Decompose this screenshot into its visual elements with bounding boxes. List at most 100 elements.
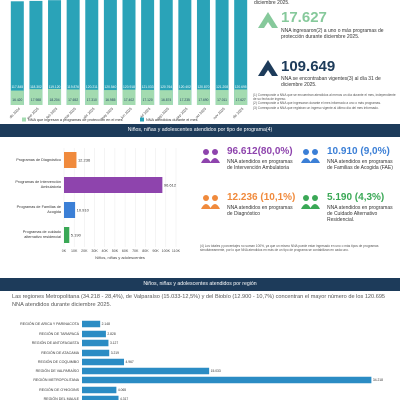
value-label: 18.204 (49, 98, 59, 102)
value-label: 120.211 (86, 85, 98, 89)
bar (141, 89, 155, 105)
value-label: 120.764 (160, 85, 172, 89)
stat-text: NNA atendidos en programas de Intervenci… (227, 159, 293, 171)
person-icon (201, 158, 211, 163)
bar (48, 88, 62, 105)
bar (122, 0, 136, 105)
notes: (1) Corresponde a NNA que se encuentran … (253, 93, 398, 110)
stat-value: 109.649 (281, 58, 336, 75)
bar (82, 376, 372, 384)
person-icon (203, 195, 209, 201)
person-icon (312, 195, 318, 201)
value-label: 117.845 (11, 85, 23, 89)
value-label: 120.402 (179, 85, 191, 89)
value-label: 2.148 (102, 322, 110, 326)
category-label: REGIÓN DE TARAPACÁ (39, 331, 79, 336)
bar (103, 90, 117, 105)
note: (2) Corresponde a NNA que ingresaron dur… (253, 101, 381, 106)
category-label: Programas de Diagnóstico (16, 157, 61, 162)
bar (234, 89, 248, 105)
value-label: 17.235 (180, 98, 190, 102)
value-label: 118.302 (30, 85, 42, 89)
value-label: 121.033 (142, 85, 154, 89)
bar (122, 89, 136, 105)
x-tick-label: 100K (162, 249, 171, 253)
bar (85, 89, 99, 105)
value-label: 17.652 (68, 98, 78, 102)
category-label: REGIÓN DE O'HIGGINS (39, 387, 79, 392)
bar (159, 90, 173, 105)
value-label: 119.120 (49, 85, 61, 89)
x-tick-label: 20K (81, 249, 88, 253)
note: (1) Corresponde a NNA que se encuentran … (253, 93, 396, 102)
value-label: 15.033 (211, 369, 221, 373)
bar (82, 349, 110, 357)
value-label: 17.011 (217, 98, 227, 102)
bar (29, 0, 43, 105)
value-label: 17.310 (87, 98, 97, 102)
bar (82, 386, 117, 394)
stat-value: 10.910 (9,0%) (327, 146, 390, 157)
category-label: Programas de Intervención Ambulatoria (15, 180, 61, 189)
bar (66, 89, 80, 105)
value-label: 34.218 (373, 378, 383, 382)
value-label: 17.988 (31, 98, 41, 102)
bar (234, 0, 248, 106)
x-tick-label: 10K (71, 249, 78, 253)
value-label: 4.967 (126, 360, 134, 364)
bar (85, 0, 99, 106)
person-icon (212, 195, 218, 201)
bar (196, 0, 210, 106)
category-label: REGIÓN DE COQUIMBO (37, 359, 79, 364)
bar (82, 330, 106, 338)
stat-value: 17.627 (281, 9, 327, 26)
stat-text: NNA atendidos en programas de Familias d… (327, 159, 393, 171)
value-label: 17.627 (236, 98, 246, 102)
value-label: 120.870 (198, 85, 210, 89)
bar (103, 0, 117, 106)
x-tick-label: 40K (102, 249, 109, 253)
category-label: REGIÓN DE ARICA Y PARINACOTA (20, 321, 79, 326)
arrow-icon (258, 60, 278, 76)
paragraph: Las regiones Metropolitana (34.218 - 28,… (12, 294, 386, 308)
value-label: 12.236 (78, 157, 91, 162)
person-icon (203, 149, 209, 155)
value-label: 119.876 (67, 85, 79, 89)
bar (178, 89, 192, 105)
x-tick-label: 30K (91, 249, 98, 253)
note: (4) Los totales y porcentajes no suman 1… (200, 244, 379, 252)
value-label: 2.828 (107, 332, 115, 336)
person-icon (210, 204, 220, 209)
bar (64, 152, 77, 168)
x-tick-label: 90K (152, 249, 159, 253)
value-label: 16.985 (105, 98, 115, 102)
value-label: 16.420 (12, 98, 22, 102)
legend-label: NNA que ingresan a programas de protecci… (28, 118, 123, 122)
note: (3) Corresponde a NNA que registran un i… (253, 105, 379, 110)
value-label: 96.612 (164, 182, 177, 187)
bar (29, 89, 43, 105)
bar (82, 339, 109, 347)
bar (82, 395, 119, 400)
person-icon (201, 204, 211, 209)
category-label: Programas de cuidado alternativo residen… (22, 230, 61, 239)
category-label: REGIÓN DE ATACAMA (41, 350, 79, 355)
bar (10, 90, 24, 105)
value-label: 4.065 (118, 388, 126, 392)
bar (64, 202, 76, 218)
value-label: 121.208 (216, 85, 228, 89)
bar (82, 367, 210, 375)
value-label: 120.540 (104, 85, 116, 89)
person-icon (301, 158, 311, 163)
person-icon (303, 149, 309, 155)
person-icon (212, 149, 218, 155)
value-label: 16.874 (161, 98, 171, 102)
stat-text: NNA ingresaron(2) a uno o más programas … (281, 28, 384, 40)
value-label: 3.219 (111, 351, 119, 355)
bar (215, 0, 229, 106)
x-tick-label: 80K (142, 249, 149, 253)
bar (48, 0, 62, 105)
x-axis-label: Niños, niñas y adolescentes (95, 255, 145, 260)
bar (178, 0, 192, 105)
